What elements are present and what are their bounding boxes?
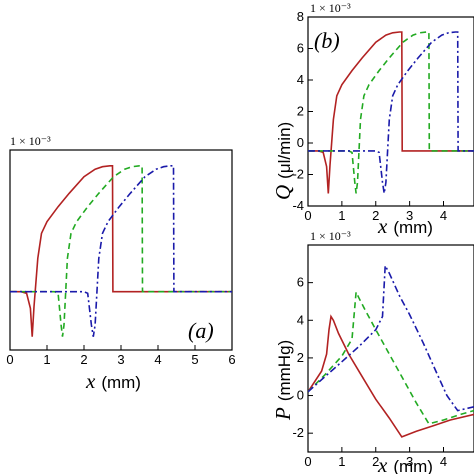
xtick-label: 4 <box>440 454 447 469</box>
xtick-label: 5 <box>191 352 198 367</box>
panel-c-yticks: -2 0 2 4 6 <box>292 275 313 440</box>
panel-b-lines <box>308 31 474 194</box>
series-line-1 <box>10 165 232 337</box>
panel-b-ylabel: Q(μl/min) <box>271 122 295 200</box>
panel-c-ylabel: P(mmHg) <box>271 340 295 421</box>
series-line-3 <box>10 165 232 337</box>
xtick-label: 1 <box>338 208 345 223</box>
xtick-label: 2 <box>372 208 379 223</box>
panel-a-xlabel: x (mm) <box>85 369 141 393</box>
series-line-1 <box>308 31 474 194</box>
xtick-label: 2 <box>372 454 379 469</box>
series-line-2 <box>308 288 474 425</box>
panel-c-xlabel: x (mm) <box>377 453 433 474</box>
panel-b-label: (b) <box>314 28 340 53</box>
xtick-label: 0 <box>304 208 311 223</box>
xtick-label: 2 <box>80 352 87 367</box>
xtick-label: 0 <box>304 454 311 469</box>
series-line-1 <box>308 314 474 438</box>
panel-c-multiplier: 1 × 10⁻³ <box>310 229 351 243</box>
xtick-label: 4 <box>154 352 161 367</box>
panel-a-multiplier: 1 × 10⁻³ <box>10 134 51 148</box>
series-line-2 <box>10 165 232 337</box>
ytick-label: 2 <box>297 104 304 119</box>
series-line-3 <box>308 31 474 194</box>
xtick-label: 6 <box>228 352 235 367</box>
panel-c-frame <box>307 244 474 453</box>
xtick-label: 1 <box>43 352 50 367</box>
panel-b-xlabel: x (mm) <box>377 214 433 238</box>
panel-b-xticks: 0 1 2 3 4 <box>304 201 447 223</box>
xtick-label: 0 <box>6 352 13 367</box>
panel-b-multiplier: 1 × 10⁻³ <box>310 1 351 15</box>
ytick-label: -2 <box>292 425 304 440</box>
ytick-label: 0 <box>297 388 304 403</box>
ytick-label: -4 <box>292 198 304 213</box>
panel-a-label: (a) <box>188 318 214 343</box>
ytick-label: 4 <box>297 72 304 87</box>
ytick-label: -2 <box>292 167 304 182</box>
xtick-label: 3 <box>117 352 124 367</box>
panel-c-xticks: 0 1 2 3 4 <box>304 447 447 469</box>
panel-a-xticks: 0 1 2 3 4 5 6 <box>6 345 236 367</box>
xtick-label: 4 <box>440 208 447 223</box>
series-line-2 <box>308 31 474 194</box>
ytick-label: 0 <box>297 135 304 150</box>
panel-b: 1 × 10⁻³ 0 1 2 3 4 -4 -2 0 2 4 6 8 (b) Q(μl/min) x… <box>271 1 474 238</box>
ytick-label: 6 <box>297 41 304 56</box>
ytick-label: 8 <box>297 9 304 24</box>
panel-a: 1 × 10⁻³ 0 1 2 3 4 5 6 (a) x (mm) <box>6 134 235 393</box>
xtick-label: 3 <box>406 208 413 223</box>
ytick-label: 6 <box>297 275 304 290</box>
xtick-label: 1 <box>338 454 345 469</box>
panel-c-lines <box>308 262 474 438</box>
ytick-label: 2 <box>297 350 304 365</box>
xtick-label: 3 <box>406 454 413 469</box>
panel-b-yticks: -4 -2 0 2 4 6 8 <box>292 9 313 213</box>
panel-a-lines <box>10 165 232 337</box>
series-line-3 <box>308 262 474 412</box>
ytick-label: 4 <box>297 312 304 327</box>
